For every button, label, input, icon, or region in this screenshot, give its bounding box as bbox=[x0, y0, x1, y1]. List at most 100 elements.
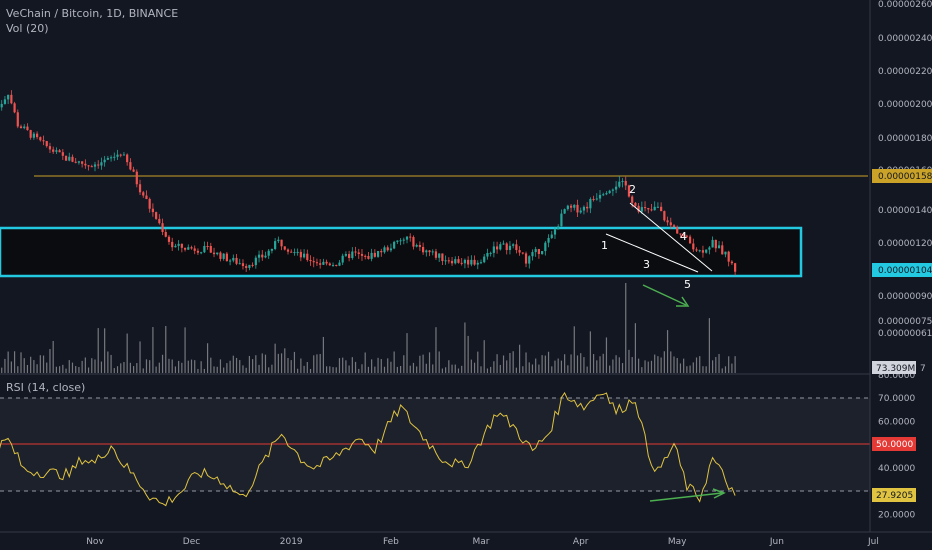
svg-text:0.00000158: 0.00000158 bbox=[878, 172, 932, 182]
candle-body bbox=[373, 252, 376, 257]
candle-body bbox=[582, 206, 586, 211]
volume-bar bbox=[557, 358, 559, 373]
candle-body bbox=[360, 253, 364, 256]
volume-bar bbox=[457, 368, 460, 373]
volume-bar bbox=[612, 359, 614, 373]
candle-body bbox=[129, 162, 132, 170]
candle-body bbox=[370, 252, 373, 259]
candle-body bbox=[174, 245, 177, 248]
candle-body bbox=[100, 162, 103, 166]
volume-bar bbox=[496, 354, 498, 373]
volume-bar bbox=[316, 354, 318, 373]
volume-bar bbox=[692, 362, 694, 373]
volume-bar bbox=[499, 364, 501, 373]
candle-body bbox=[158, 218, 161, 224]
volume-bar bbox=[454, 364, 456, 373]
volume-bar bbox=[20, 352, 22, 373]
time-tick-label: May bbox=[668, 537, 687, 547]
candle-body bbox=[566, 205, 569, 210]
volume-bar bbox=[631, 357, 633, 373]
candle-body bbox=[605, 193, 608, 195]
range-box[interactable] bbox=[0, 226, 803, 278]
volume-indicator-label[interactable]: Vol (20) bbox=[6, 22, 49, 35]
volume-bar bbox=[313, 355, 315, 373]
wedge-lower-line[interactable] bbox=[605, 233, 699, 273]
volume-bar bbox=[573, 326, 575, 373]
candle-body bbox=[138, 184, 142, 193]
candle-body bbox=[235, 257, 238, 264]
candle-body bbox=[0, 103, 3, 108]
candle-body bbox=[399, 240, 402, 242]
candle-body bbox=[61, 152, 64, 156]
candle-body bbox=[209, 245, 212, 253]
price-tick-label: 0.00000220 bbox=[878, 67, 932, 77]
price-tick-label: 0.00000061 bbox=[878, 329, 932, 339]
volume-bar bbox=[438, 351, 440, 373]
candle-body bbox=[167, 236, 171, 242]
price-tick-label: 0.00000200 bbox=[878, 100, 932, 110]
volume-bar bbox=[673, 356, 675, 373]
candle-body bbox=[495, 246, 499, 250]
volume-bar bbox=[589, 331, 591, 373]
volume-bar bbox=[650, 360, 653, 373]
volume-bar bbox=[638, 358, 640, 373]
time-tick-label: Mar bbox=[473, 537, 490, 547]
volume-bar bbox=[416, 366, 418, 373]
candle-body bbox=[93, 164, 97, 167]
candle-body bbox=[383, 247, 386, 253]
candle-body bbox=[109, 157, 113, 159]
volume-bar bbox=[605, 337, 608, 373]
volume-bar bbox=[560, 360, 563, 373]
volume-bar bbox=[634, 323, 636, 373]
volume-bar bbox=[731, 363, 733, 373]
candle-body bbox=[16, 112, 19, 127]
volume-bar bbox=[252, 359, 254, 373]
volume-bar bbox=[538, 364, 540, 373]
candle-body bbox=[3, 99, 7, 104]
volume-bar bbox=[110, 354, 112, 373]
candle-body bbox=[537, 249, 540, 254]
wedge-upper-line[interactable] bbox=[629, 202, 713, 272]
candle-body bbox=[717, 245, 721, 249]
volume-bar bbox=[493, 361, 495, 373]
candle-body bbox=[267, 250, 270, 256]
volume-bar bbox=[206, 343, 209, 373]
volume-bar bbox=[223, 367, 225, 373]
volume-bar bbox=[13, 351, 16, 373]
volume-bar bbox=[425, 363, 427, 373]
volume-bar bbox=[525, 352, 527, 373]
volume-bar bbox=[152, 327, 154, 373]
candle-body bbox=[103, 159, 106, 163]
candle-body bbox=[592, 198, 595, 200]
candle-body bbox=[676, 227, 679, 234]
volume-bar bbox=[689, 365, 691, 373]
candle-body bbox=[454, 259, 457, 264]
volume-bar bbox=[100, 361, 103, 373]
candle-body bbox=[200, 252, 203, 254]
volume-bar bbox=[46, 362, 48, 373]
candle-body bbox=[261, 254, 264, 258]
chart-title[interactable]: VeChain / Bitcoin, 1D, BINANCE bbox=[6, 7, 179, 20]
candle-body bbox=[698, 250, 701, 252]
volume-bar bbox=[319, 353, 321, 373]
candle-body bbox=[309, 259, 312, 262]
candle-body bbox=[248, 264, 251, 268]
volume-bar bbox=[663, 351, 665, 373]
volume-bar bbox=[297, 368, 299, 373]
rsi-indicator-label[interactable]: RSI (14, close) bbox=[6, 381, 86, 394]
volume-bar bbox=[104, 328, 106, 373]
candle-body bbox=[663, 211, 666, 221]
volume-bar bbox=[477, 351, 479, 373]
rsi-current-badge: 27.9205 bbox=[872, 488, 916, 502]
volume-bar bbox=[409, 365, 411, 373]
volume-bar bbox=[187, 360, 189, 373]
candle-body bbox=[460, 262, 463, 264]
candle-body bbox=[396, 240, 399, 242]
volume-bar bbox=[264, 354, 267, 373]
candle-body bbox=[328, 263, 331, 266]
volume-bar bbox=[338, 358, 341, 373]
volume-bar bbox=[515, 367, 517, 373]
candle-body bbox=[650, 209, 653, 211]
volume-bar bbox=[287, 358, 289, 373]
